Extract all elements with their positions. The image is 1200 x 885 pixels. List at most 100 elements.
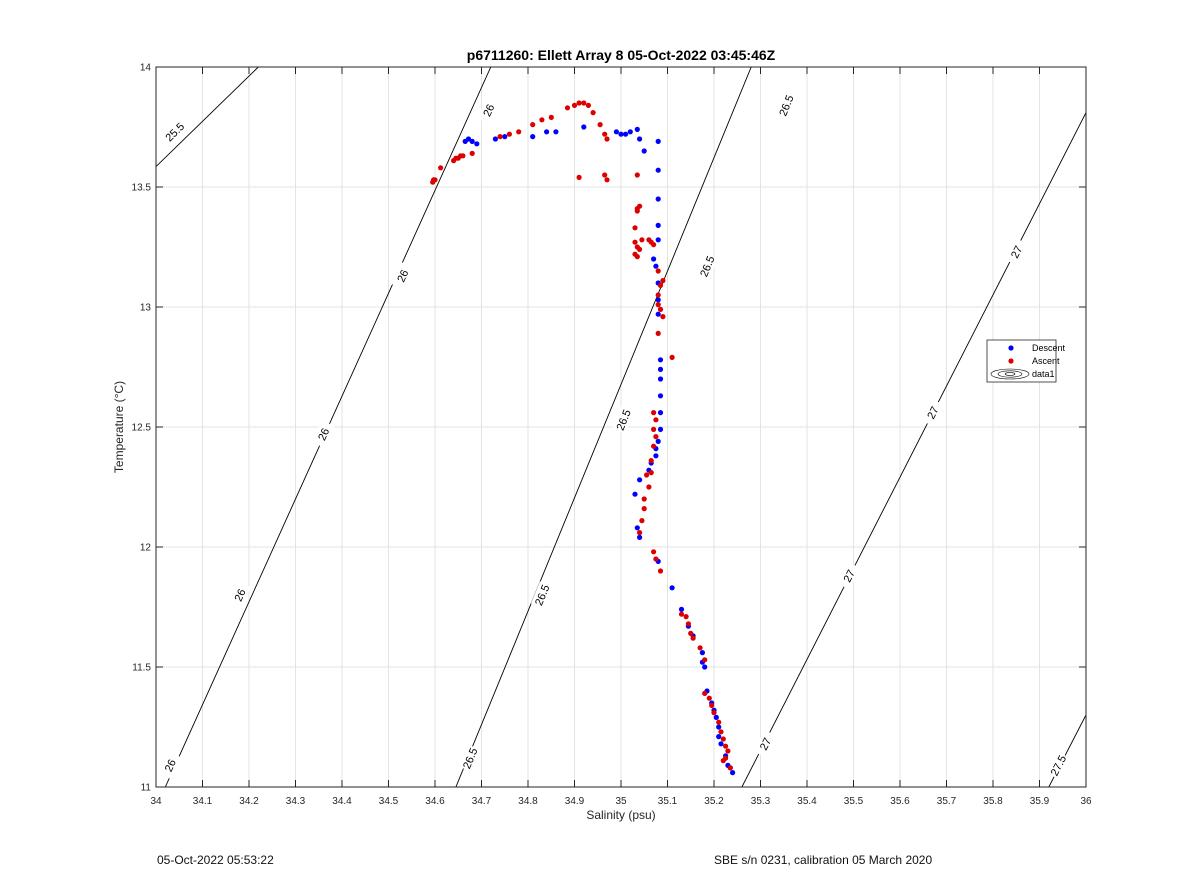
- legend-contour-icon: [990, 368, 1030, 380]
- ascent-point: [602, 172, 608, 178]
- descent-point: [657, 426, 664, 432]
- contour-label-bg: [920, 398, 945, 427]
- contour-label-bg: [158, 751, 182, 780]
- legend-ascent-marker: [1008, 358, 1014, 364]
- contour-label: 26: [391, 261, 414, 290]
- ascent-point: [469, 150, 475, 156]
- ascent-point: [660, 314, 666, 320]
- ascent-point: [460, 153, 466, 159]
- contour-label-bg: [391, 261, 414, 290]
- ascent-point: [709, 702, 715, 709]
- descent-point: [653, 263, 659, 269]
- contour-label-bg: [837, 561, 861, 590]
- ascent-point: [548, 114, 554, 120]
- ascent-point: [597, 122, 603, 128]
- ascent-point: [651, 242, 657, 248]
- isopycnal-26.5: [455, 67, 752, 787]
- ascent-point: [678, 611, 685, 617]
- descent-point: [651, 256, 657, 262]
- contour-label-text: 26: [163, 758, 179, 774]
- ascent-point: [639, 237, 645, 243]
- density-contours: 25.5262626262626.526.526.526.526.5272727…: [156, 67, 1086, 787]
- descent-point: [632, 491, 638, 497]
- x-tick-label: 34.4: [332, 796, 352, 807]
- ascent-point: [634, 208, 640, 214]
- descent-point: [655, 438, 661, 444]
- footer-timestamp: 05-Oct-2022 05:53:22: [157, 853, 274, 867]
- ascent-point: [718, 729, 724, 735]
- ascent-point: [657, 568, 664, 574]
- descent-point: [627, 129, 633, 135]
- x-tick-label: 36: [1080, 796, 1092, 807]
- descent-point: [730, 770, 736, 776]
- ascent-point: [634, 254, 640, 260]
- ascent-point: [632, 239, 638, 245]
- ascent-point: [637, 246, 643, 252]
- ascent-point: [702, 657, 708, 663]
- descent-point: [657, 410, 664, 416]
- descent-point: [718, 741, 724, 747]
- x-tick-label: 34.1: [193, 796, 213, 807]
- descent-point: [657, 357, 664, 363]
- ascent-point: [697, 645, 703, 651]
- y-tick-label: 12: [140, 543, 152, 554]
- ascent-point: [660, 278, 666, 284]
- contour-label-text: 27: [925, 405, 941, 421]
- x-tick-label: 34.2: [239, 796, 259, 807]
- descent-point: [669, 585, 675, 591]
- ascent-point: [669, 354, 675, 360]
- y-axis-label: Temperature (°C): [112, 381, 126, 473]
- contour-label-bg: [695, 252, 719, 280]
- ascent-point: [685, 621, 692, 627]
- x-tick-label: 35.6: [890, 796, 910, 807]
- ascent-point: [497, 134, 503, 140]
- ascent-point: [604, 136, 610, 142]
- descent-point: [469, 138, 475, 144]
- descent-point: [657, 393, 664, 399]
- contour-label-text: 26: [481, 103, 497, 119]
- ascent-point: [702, 690, 708, 697]
- contour-label: 27: [1004, 237, 1028, 266]
- descent-point: [474, 141, 480, 147]
- ascent-point: [506, 131, 512, 137]
- ascent-point: [725, 748, 731, 754]
- contour-label: 27: [753, 729, 777, 758]
- contour-label: 27: [920, 398, 945, 427]
- ascent-point: [648, 458, 654, 464]
- x-tick-label: 34.3: [286, 796, 306, 807]
- y-tick-label: 11: [141, 783, 152, 794]
- ascent-point: [690, 635, 696, 641]
- descent-point: [637, 477, 643, 483]
- x-tick-label: 35.8: [983, 796, 1003, 807]
- contour-label: 27: [837, 561, 861, 590]
- descent-point: [641, 148, 647, 154]
- ascent-point: [648, 470, 654, 476]
- ascent-point: [655, 330, 661, 336]
- ascent-point: [637, 530, 643, 536]
- ascent-point: [641, 506, 647, 512]
- ascent-point: [706, 695, 712, 701]
- x-tick-label: 35.1: [658, 796, 678, 807]
- descent-point: [655, 222, 661, 228]
- ascent-point: [571, 102, 578, 108]
- x-tick-label: 35: [615, 796, 627, 807]
- isopycnal-27: [741, 112, 1086, 787]
- ascent-point: [651, 549, 657, 555]
- x-tick-label: 34.7: [472, 796, 492, 807]
- ascent-point: [653, 556, 659, 562]
- descent-point: [716, 734, 722, 740]
- ascent-point: [530, 122, 536, 128]
- chart-title: p6711260: Ellett Array 8 05-Oct-2022 03:…: [467, 47, 776, 63]
- ascent-point: [723, 743, 729, 749]
- ascent-point: [657, 282, 664, 288]
- ascent-point: [438, 165, 444, 171]
- descent-point: [634, 126, 640, 132]
- ascent-point: [639, 518, 645, 524]
- descent-point: [613, 129, 620, 135]
- descent-point: [655, 311, 661, 317]
- axis-ticks: 34 34.1 34.2 34.3 34.4 34.5 34.6 34.7 34.8 34.9 35…: [132, 63, 1092, 808]
- legend-ascent-label: Ascent: [1032, 356, 1060, 366]
- contour-label-bg: [753, 729, 777, 758]
- contour-label-text: 26: [316, 427, 332, 443]
